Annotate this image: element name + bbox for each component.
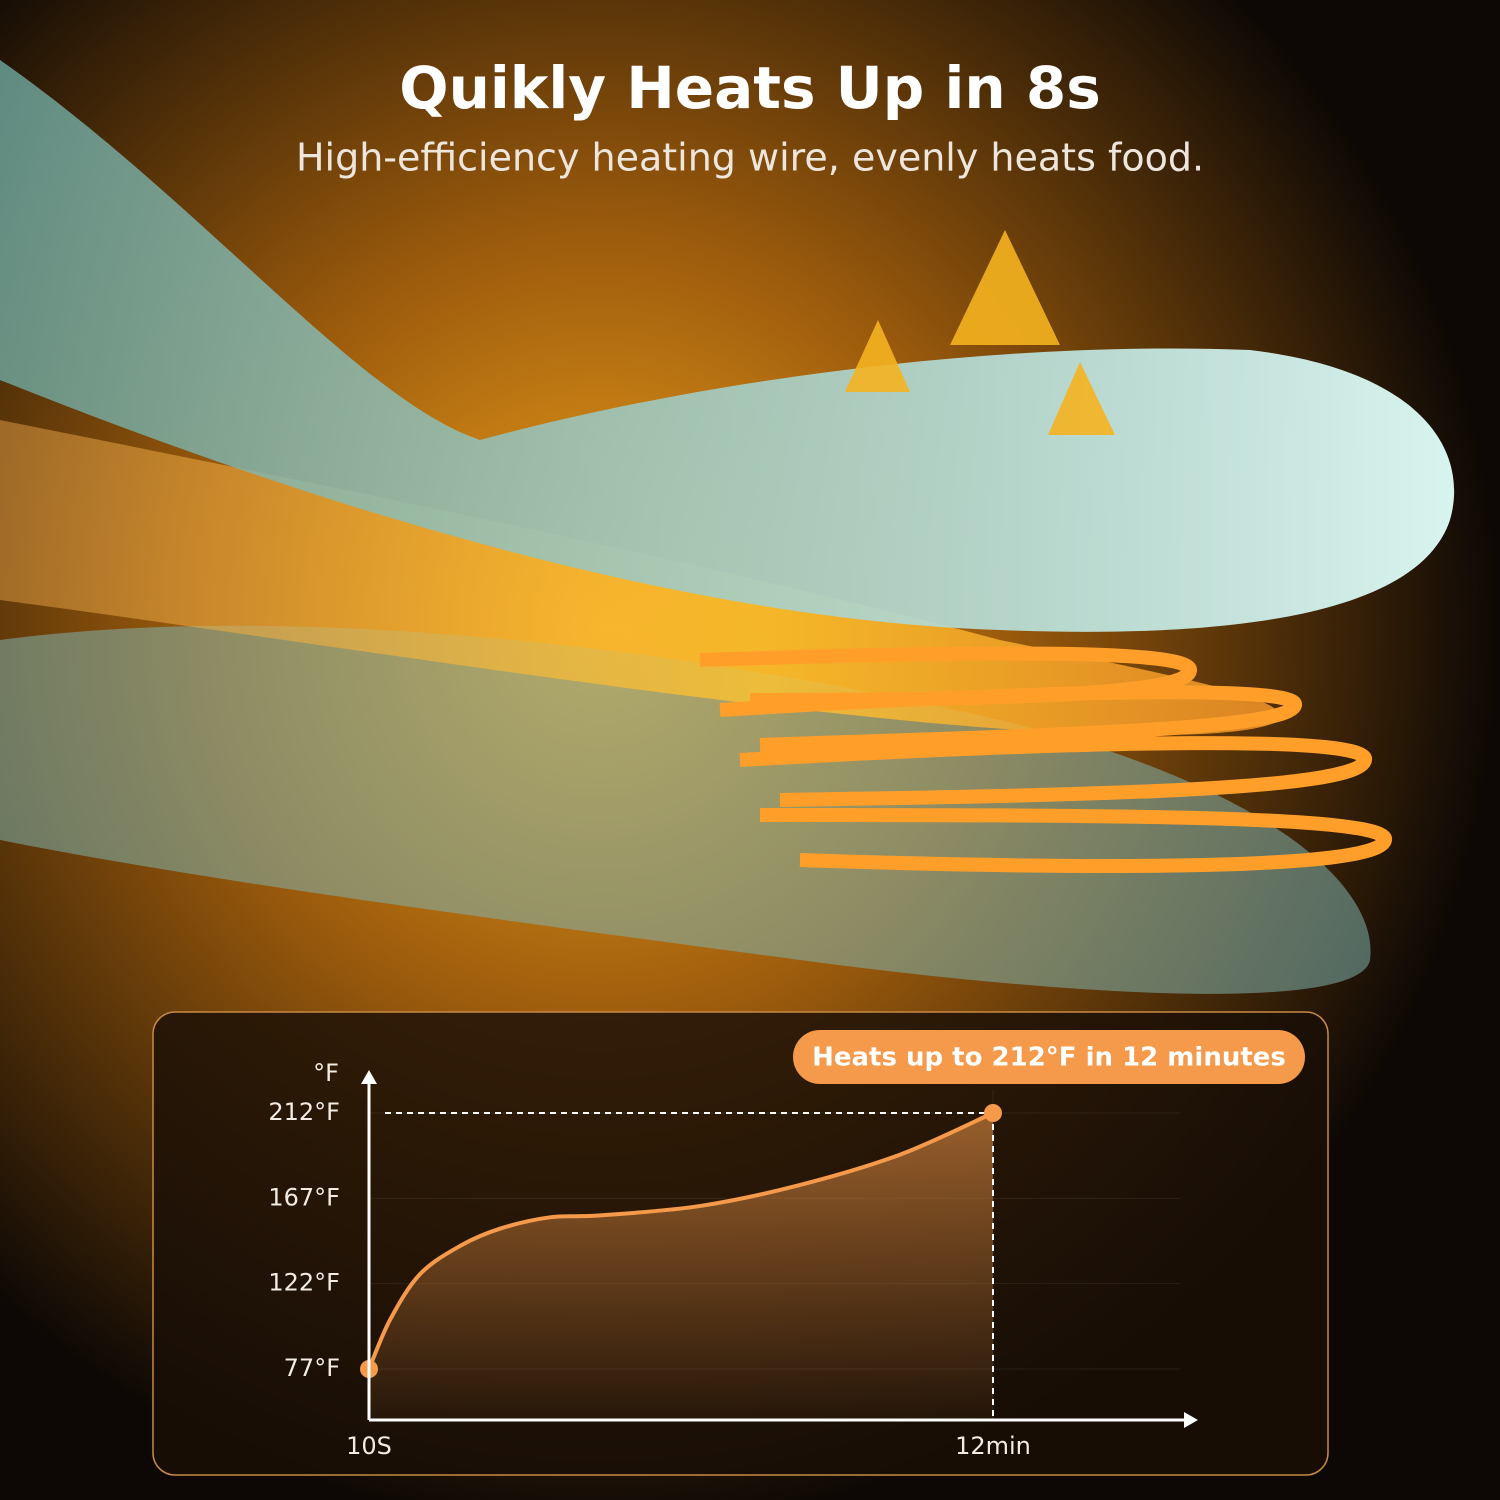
y-axis-arrow — [361, 1070, 377, 1084]
y-axis-label: °F — [313, 1059, 339, 1087]
x-axis-arrow — [1184, 1412, 1198, 1428]
annotation-badge — [793, 1030, 1305, 1084]
x-tick-label: 12min — [955, 1432, 1031, 1460]
area — [369, 1113, 993, 1420]
line — [367, 1111, 994, 1370]
point — [984, 1104, 1002, 1122]
heat-arrows — [845, 230, 1115, 435]
subtitle: High-efficiency heating wire, evenly hea… — [296, 136, 1204, 180]
y-tick-label: 167°F — [268, 1183, 340, 1211]
y-tick-label: 122°F — [268, 1269, 340, 1297]
y-tick-label: 77°F — [284, 1354, 340, 1382]
insole-base — [0, 625, 1371, 994]
insole-top — [0, 60, 1455, 632]
y-tick-label: 212°F — [268, 1098, 340, 1126]
title: Quikly Heats Up in 8s — [399, 54, 1100, 122]
plot — [360, 1090, 1180, 1420]
annotation: Heats up to 212°F in 12 minutes — [812, 1043, 1286, 1073]
heating-coil — [699, 646, 1392, 873]
x-tick-label: 10S — [346, 1432, 392, 1460]
